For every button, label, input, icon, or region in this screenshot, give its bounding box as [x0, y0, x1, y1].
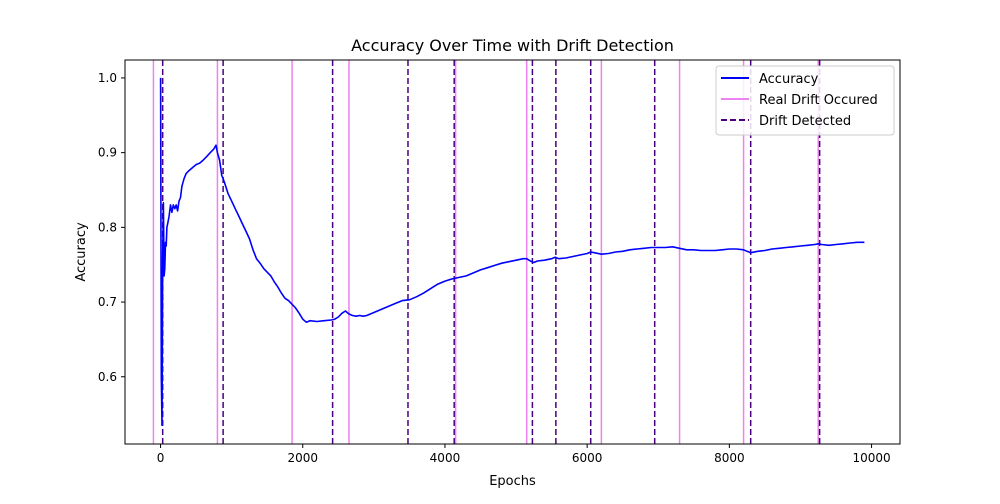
legend: Accuracy Real Drift Occured Drift Detect… — [715, 65, 895, 136]
x-tick-label-1: 2000 — [287, 451, 318, 465]
legend-label-accuracy: Accuracy — [759, 72, 819, 87]
accuracy-series — [159, 77, 865, 427]
x-tick-label-4: 8000 — [714, 451, 745, 465]
y-tick-label-1: 0.7 — [98, 295, 117, 309]
y-axis-label: Accuracy — [74, 222, 89, 282]
x-tick-label-3: 6000 — [572, 451, 603, 465]
y-tick-label-3: 0.9 — [98, 146, 117, 160]
y-tick-label-2: 0.8 — [98, 220, 117, 234]
y-tick-label-0: 0.6 — [98, 370, 117, 384]
legend-label-real-drift: Real Drift Occured — [759, 93, 878, 108]
legend-label-drift-detected: Drift Detected — [759, 114, 851, 129]
x-axis-label: Epochs — [489, 474, 536, 489]
y-axis-ticks: 0.6 0.7 0.8 0.9 1.0 — [98, 71, 125, 384]
x-tick-label-5: 10000 — [852, 451, 890, 465]
plot-frame — [124, 59, 901, 445]
accuracy-line — [159, 77, 865, 427]
x-axis-ticks: 0 2000 4000 6000 8000 10000 — [157, 444, 891, 465]
x-tick-label-2: 4000 — [430, 451, 461, 465]
chart-title: Accuracy Over Time with Drift Detection — [351, 36, 674, 55]
x-tick-label-0: 0 — [157, 451, 165, 465]
legend-box — [715, 65, 895, 136]
y-tick-label-4: 1.0 — [98, 71, 117, 85]
